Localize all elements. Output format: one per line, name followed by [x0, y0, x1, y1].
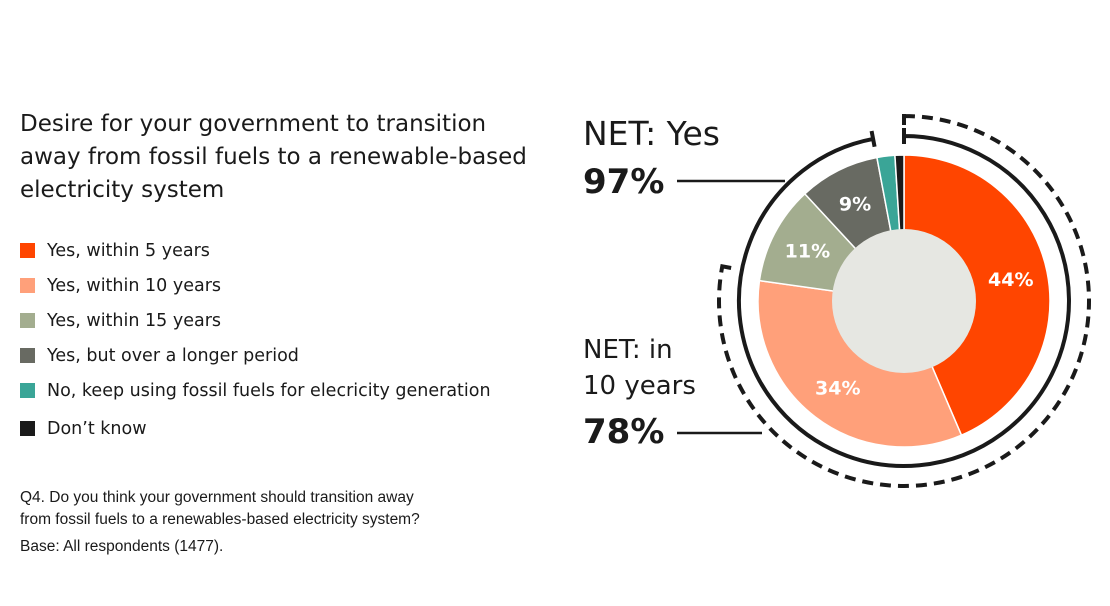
legend-label: Yes, within 10 years — [47, 275, 222, 296]
legend-label: Don’t know — [47, 418, 147, 439]
legend-item-yes-10-years: Yes, within 10 years — [20, 268, 491, 303]
donut-slice — [903, 154, 1051, 437]
base-note: Base: All respondents (1477). — [20, 538, 224, 555]
slice-labels: 44% 34% 11% 9% — [785, 194, 1034, 400]
legend-item-yes-longer-period: Yes, but over a longer period — [20, 338, 491, 373]
legend-item-no-fossil-fuels: No, keep using fossil fuels for elecrici… — [20, 373, 491, 408]
question-note: Q4. Do you think your government should … — [20, 487, 420, 558]
slice-data-label: 11% — [785, 241, 830, 263]
slice-data-label: 44% — [988, 269, 1033, 291]
legend-swatch — [20, 313, 35, 328]
legend-item-yes-15-years: Yes, within 15 years — [20, 303, 491, 338]
net-10-years-bracket — [713, 107, 1091, 488]
question-text-line1: Q4. Do you think your government should … — [20, 489, 414, 506]
slice-data-label: 9% — [839, 194, 871, 216]
legend-item-yes-5-years: Yes, within 5 years — [20, 233, 491, 268]
net-10y-value: 78% — [583, 412, 664, 452]
legend-swatch — [20, 383, 35, 398]
legend-swatch — [20, 421, 35, 436]
legend-swatch — [20, 243, 35, 258]
legend-item-dont-know: Don’t know — [20, 411, 491, 446]
net-yes-bracket — [737, 128, 1071, 468]
donut-slices — [757, 154, 1051, 448]
net-annotations: NET: Yes 97% NET: in 10 years 78% — [583, 114, 785, 452]
net-yes-value: 97% — [583, 162, 664, 202]
donut-hole — [832, 229, 976, 373]
net-yes-label: NET: Yes — [583, 114, 720, 153]
legend-label: No, keep using fossil fuels for elecrici… — [47, 380, 491, 401]
legend-swatch — [20, 278, 35, 293]
legend-label: Yes, but over a longer period — [47, 345, 299, 366]
slice-data-label: 34% — [815, 378, 860, 400]
legend-swatch — [20, 348, 35, 363]
question-text-line2: from fossil fuels to a renewables-based … — [20, 511, 420, 528]
net-brackets — [713, 107, 1091, 488]
legend-label: Yes, within 5 years — [47, 240, 210, 261]
legend-label: Yes, within 15 years — [47, 310, 222, 331]
legend: Yes, within 5 years Yes, within 10 years… — [20, 233, 491, 446]
net-10y-label-line1: NET: in — [583, 335, 673, 365]
net-10y-label-line2: 10 years — [583, 371, 696, 401]
chart-title: Desire for your government to transition… — [20, 111, 527, 203]
